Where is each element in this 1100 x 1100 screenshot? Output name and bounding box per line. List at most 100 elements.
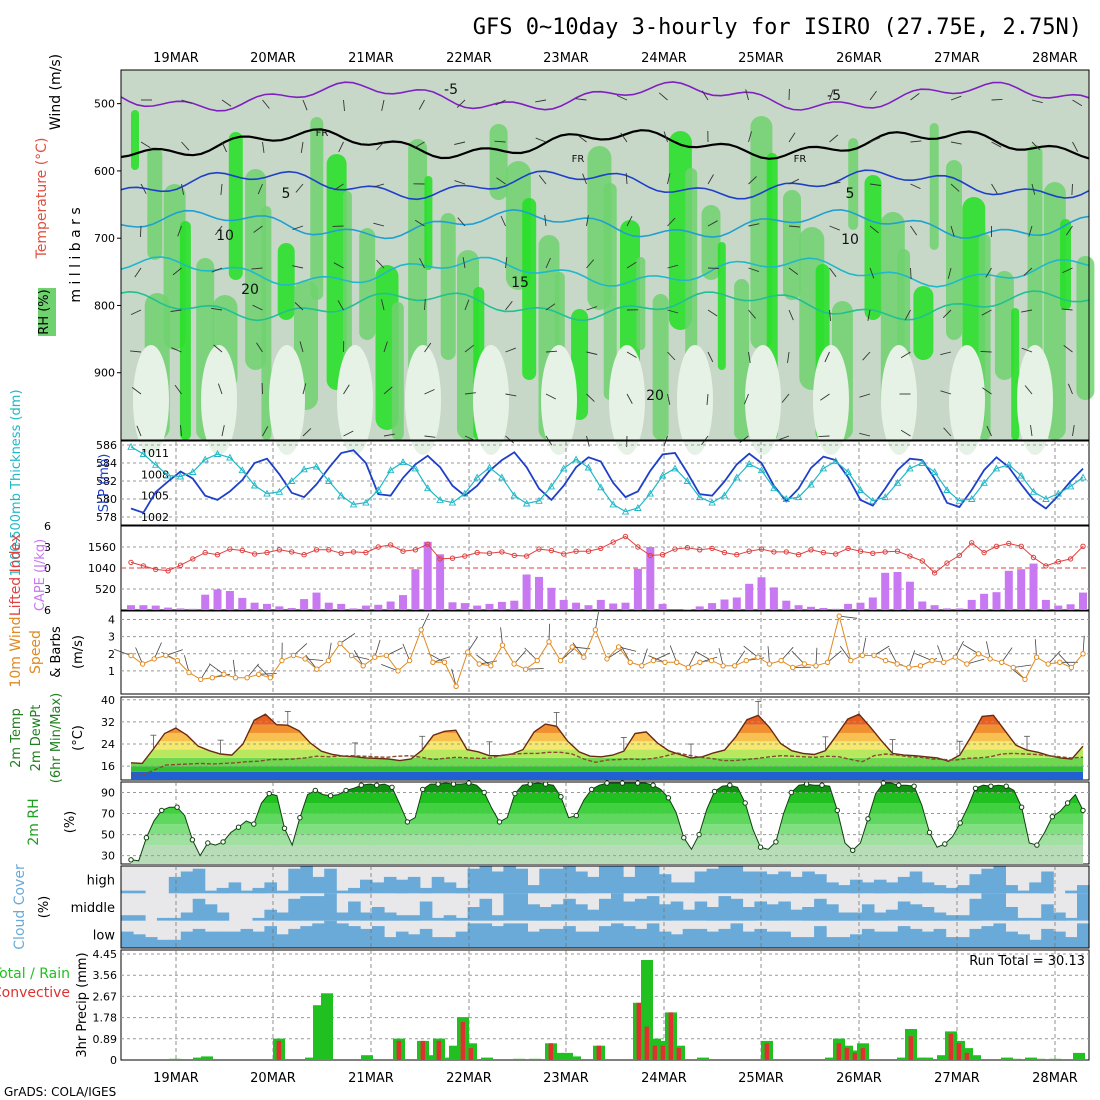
wind-speed-point bbox=[302, 656, 308, 662]
slp-frame bbox=[120, 440, 1090, 526]
wind-ytick: 2 bbox=[108, 648, 115, 661]
rh-band bbox=[131, 813, 1083, 825]
wind-barb bbox=[134, 267, 142, 278]
li-point bbox=[153, 566, 159, 573]
thickness-point bbox=[300, 465, 308, 473]
cape-bar bbox=[596, 599, 605, 610]
date-label-bottom: 25MAR bbox=[738, 1071, 784, 1086]
wind-barb-10m bbox=[339, 633, 356, 644]
wind-speed-point bbox=[151, 656, 157, 662]
cloud-bar-low bbox=[1077, 923, 1090, 948]
li-point bbox=[536, 546, 542, 552]
cloud-bar-high bbox=[348, 887, 361, 894]
cloud-bar-high bbox=[826, 882, 839, 894]
cloud-bar-low bbox=[850, 934, 863, 948]
li-point bbox=[857, 548, 864, 554]
wind-barb bbox=[667, 173, 671, 185]
cape-bar bbox=[720, 599, 729, 610]
cloud-bar-low bbox=[168, 939, 182, 948]
rh-point bbox=[466, 780, 472, 786]
li-point bbox=[400, 548, 406, 554]
thickness-point bbox=[189, 468, 197, 475]
cloud-bar-high bbox=[324, 868, 337, 894]
rh-ytick: 70 bbox=[101, 808, 115, 821]
cloud-level-label: middle bbox=[71, 901, 115, 916]
wind-barb bbox=[418, 99, 425, 110]
cloud-bar-middle bbox=[670, 901, 684, 921]
cloud-bar-middle bbox=[515, 893, 528, 921]
cape-bar bbox=[992, 592, 1001, 610]
wind-speed-point bbox=[174, 657, 181, 664]
cloud-bar-high bbox=[479, 866, 493, 894]
wind-speed-point bbox=[917, 663, 924, 669]
upper-air-panel: -5 -5 FR FR FR 5 5 10 10 15 20 20 500 600 700 800 900 m i… bbox=[34, 54, 1095, 455]
wind-speed-point bbox=[999, 659, 1005, 665]
rh-point bbox=[251, 821, 257, 827]
precip-total-bar bbox=[969, 1055, 981, 1060]
date-label-top: 25MAR bbox=[738, 51, 784, 66]
precip-conv-bar bbox=[396, 1040, 401, 1060]
cape-bar bbox=[485, 603, 494, 610]
cloud-bar-middle bbox=[503, 893, 516, 921]
thickness-point bbox=[485, 463, 494, 471]
upper-ytick-label: 600 bbox=[94, 165, 115, 178]
li-point bbox=[659, 552, 666, 558]
precip-total-bar bbox=[441, 1057, 453, 1060]
cape-bar bbox=[164, 607, 173, 610]
cloud-bar-middle bbox=[933, 912, 947, 921]
cloud-bar-middle bbox=[790, 909, 803, 921]
cloud-bar-middle bbox=[204, 904, 218, 921]
li-point bbox=[1043, 563, 1049, 569]
cloud-bar-high bbox=[419, 887, 433, 894]
rh-point bbox=[281, 825, 288, 831]
cloud-bar-low bbox=[1005, 931, 1018, 948]
wind-barb-10m bbox=[780, 646, 794, 661]
li-point bbox=[684, 545, 691, 551]
rh-shade bbox=[636, 257, 646, 350]
wind-barb-10m bbox=[815, 647, 818, 666]
thickness-point bbox=[869, 496, 877, 504]
temp-band bbox=[131, 732, 1083, 742]
wind-barb-10m bbox=[873, 645, 890, 656]
precip-ytick: 2.67 bbox=[93, 990, 118, 1003]
cape-bar bbox=[547, 587, 556, 610]
rh-shade bbox=[717, 242, 726, 370]
upper-frame bbox=[120, 69, 1090, 441]
rh-point bbox=[189, 837, 196, 843]
wind-barb bbox=[586, 393, 595, 402]
wind-speed-point bbox=[708, 657, 715, 664]
thickness-point bbox=[683, 477, 692, 484]
wind-barb bbox=[221, 99, 232, 107]
cloud-bar-middle bbox=[276, 912, 289, 921]
thickness-point bbox=[807, 480, 815, 488]
cloud-bar-middle bbox=[981, 893, 994, 921]
thickness-point bbox=[448, 498, 457, 506]
wind-barb bbox=[454, 180, 466, 185]
wind-speed-point bbox=[534, 657, 540, 664]
rh-point bbox=[128, 857, 134, 863]
cloud-bar-middle bbox=[658, 904, 672, 921]
wind-barb bbox=[904, 309, 911, 320]
thickness-point bbox=[597, 483, 605, 491]
cloud-bar-low bbox=[300, 926, 313, 948]
rh-point bbox=[880, 780, 887, 786]
rh-shade bbox=[946, 160, 962, 340]
rh-point bbox=[143, 835, 150, 841]
cape-bar bbox=[1041, 599, 1050, 610]
wind-barb bbox=[658, 92, 668, 101]
wind-barb bbox=[748, 309, 756, 319]
wind-barb bbox=[180, 424, 182, 437]
cloud-bar-high bbox=[969, 874, 983, 894]
cloud-bar-low bbox=[575, 931, 588, 948]
thickness-point bbox=[263, 489, 271, 497]
wind-barb bbox=[707, 351, 714, 363]
cape-bar bbox=[522, 574, 531, 610]
wind-barb-10m bbox=[572, 642, 585, 658]
isotherm-line bbox=[120, 208, 1090, 240]
cloud-bar-high bbox=[467, 868, 481, 894]
li-point bbox=[734, 552, 740, 558]
wind-barb-10m bbox=[1047, 650, 1061, 665]
li-point bbox=[128, 559, 134, 566]
cloud-bar-middle bbox=[563, 898, 576, 921]
wind-barb-10m bbox=[232, 659, 236, 678]
